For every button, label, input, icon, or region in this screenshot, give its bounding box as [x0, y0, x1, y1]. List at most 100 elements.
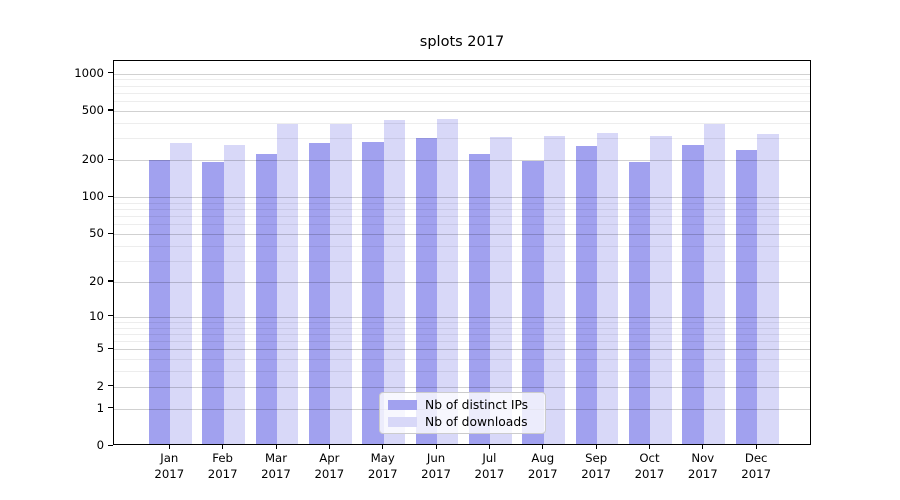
x-tick-label-sep: Sep 2017	[581, 451, 611, 481]
x-tick-mark-aug	[542, 445, 544, 449]
bar-distinct-ips-oct	[629, 161, 651, 444]
gridline-7	[114, 333, 810, 335]
legend-label-downloads: Nb of downloads	[425, 414, 528, 429]
plot-area	[113, 60, 811, 445]
x-tick-mark-feb	[222, 445, 224, 449]
legend-swatch-downloads	[388, 416, 417, 427]
y-tick-mark-5	[108, 347, 113, 350]
gridline-50	[114, 234, 810, 236]
y-tick-label-100: 100	[81, 189, 104, 204]
y-tick-label-20: 20	[89, 273, 104, 288]
bar-downloads-sep	[597, 133, 619, 444]
x-tick-label-jun: Jun 2017	[421, 451, 451, 481]
gridline-60	[114, 224, 810, 226]
gridline-20	[114, 281, 810, 283]
x-tick-mark-jul	[488, 445, 491, 449]
y-tick-mark-50	[108, 232, 113, 234]
gridline-4	[114, 359, 810, 361]
bar-downloads-jan	[170, 143, 192, 444]
bar-downloads-jun	[437, 118, 459, 444]
gridline-30	[114, 260, 810, 262]
gridline-3	[114, 371, 810, 373]
bar-downloads-feb	[223, 144, 246, 444]
gridline-500	[114, 110, 810, 112]
y-tick-mark-0	[108, 444, 113, 446]
gridline-100	[114, 197, 810, 199]
x-tick-label-feb: Feb 2017	[207, 451, 238, 481]
y-tick-label-1: 1	[96, 400, 104, 415]
x-tick-mark-may	[382, 445, 384, 449]
x-tick-label-aug: Aug 2017	[527, 451, 558, 481]
bar-downloads-aug	[543, 136, 566, 444]
gridline-300	[114, 138, 810, 140]
bar-distinct-ips-jan	[148, 159, 171, 444]
y-tick-label-10: 10	[89, 308, 104, 323]
x-tick-label-may: May 2017	[367, 451, 398, 481]
gridline-8	[114, 327, 810, 329]
bar-downloads-oct	[650, 136, 672, 444]
bar-distinct-ips-may	[362, 141, 384, 444]
gridline-1000	[114, 73, 810, 75]
legend-label-distinct-ips: Nb of distinct IPs	[425, 397, 529, 412]
gridline-80	[114, 209, 810, 211]
legend-swatch-distinct-ips	[388, 399, 417, 410]
chart-title: splots 2017	[419, 34, 505, 50]
y-tick-mark-10	[108, 315, 113, 317]
x-tick-mark-jun	[435, 445, 437, 449]
bar-downloads-dec	[757, 133, 779, 444]
bar-downloads-may	[383, 119, 406, 444]
bar-downloads-nov	[703, 124, 726, 444]
bar-distinct-ips-aug	[522, 160, 544, 444]
x-tick-mark-jan	[168, 445, 170, 449]
x-tick-label-nov: Nov 2017	[687, 451, 718, 481]
x-tick-mark-sep	[595, 445, 597, 449]
gridline-900	[114, 79, 810, 81]
bar-distinct-ips-nov	[682, 144, 704, 444]
y-tick-label-2: 2	[96, 378, 104, 393]
y-tick-mark-1000	[108, 72, 113, 74]
x-tick-label-jul: Jul 2017	[474, 451, 505, 481]
bar-distinct-ips-jun	[415, 138, 438, 444]
gridline-70	[114, 216, 810, 218]
gridline-90	[114, 202, 810, 204]
legend-item-distinct-ips: Nb of distinct IPs	[388, 398, 537, 412]
bar-distinct-ips-dec	[735, 149, 758, 444]
bar-downloads-jul	[490, 137, 512, 444]
x-tick-label-oct: Oct 2017	[634, 451, 665, 481]
bar-distinct-ips-feb	[202, 162, 224, 444]
y-tick-mark-200	[108, 158, 113, 160]
gridline-700	[114, 92, 810, 94]
gridline-2	[114, 386, 810, 388]
x-tick-mark-mar	[275, 445, 277, 449]
x-tick-label-mar: Mar 2017	[261, 451, 291, 481]
x-tick-label-jan: Jan 2017	[154, 451, 185, 481]
bar-downloads-mar	[277, 123, 299, 444]
bar-downloads-apr	[330, 124, 352, 444]
y-tick-mark-500	[108, 109, 113, 111]
bar-distinct-ips-jul	[469, 154, 491, 444]
y-tick-mark-100	[108, 195, 113, 197]
x-tick-mark-oct	[648, 445, 651, 449]
x-tick-mark-nov	[702, 445, 704, 449]
gridline-200	[114, 160, 810, 162]
gridline-10	[114, 316, 810, 318]
bar-distinct-ips-mar	[255, 153, 277, 444]
y-tick-label-200: 200	[81, 152, 104, 167]
x-tick-mark-apr	[328, 445, 331, 449]
gridline-9	[114, 321, 810, 323]
gridline-600	[114, 101, 810, 103]
y-tick-label-5: 5	[96, 341, 104, 356]
gridline-800	[114, 85, 810, 87]
y-tick-label-50: 50	[89, 226, 104, 241]
y-tick-label-500: 500	[81, 102, 104, 117]
x-tick-label-apr: Apr 2017	[314, 451, 345, 481]
gridline-400	[114, 122, 810, 124]
bar-distinct-ips-apr	[308, 142, 331, 444]
gridline-5	[114, 349, 810, 351]
y-tick-label-1000: 1000	[74, 65, 104, 80]
y-tick-mark-2	[108, 385, 113, 387]
x-tick-mark-dec	[755, 445, 757, 449]
y-tick-mark-1	[108, 407, 113, 409]
legend-item-downloads: Nb of downloads	[388, 415, 537, 429]
